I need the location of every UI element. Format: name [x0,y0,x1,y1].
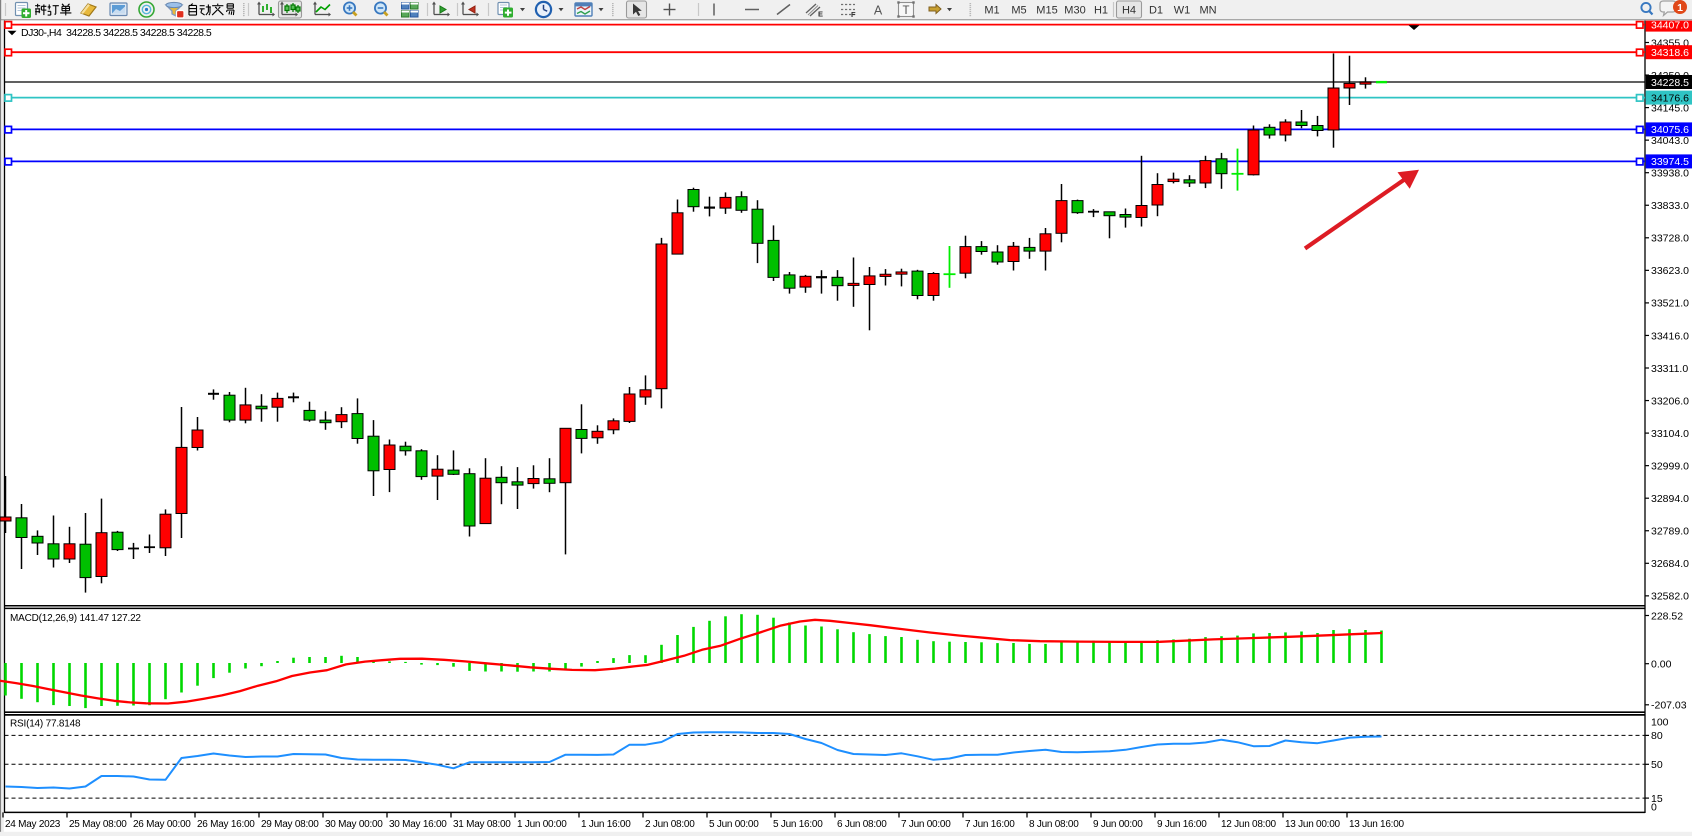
svg-text:33311.0: 33311.0 [1651,363,1688,375]
svg-text:1 Jun 16:00: 1 Jun 16:00 [581,819,631,830]
svg-text:228.52: 228.52 [1651,610,1683,622]
svg-text:-207.03: -207.03 [1651,700,1687,712]
svg-text:33521.0: 33521.0 [1651,298,1689,310]
svg-text:33833.0: 33833.0 [1651,200,1689,212]
svg-text:13 Jun 16:00: 13 Jun 16:00 [1349,819,1405,830]
svg-text:15: 15 [1651,793,1663,805]
svg-text:34075.6: 34075.6 [1651,124,1689,136]
svg-text:H1: H1 [1094,5,1108,17]
svg-text:32894.0: 32894.0 [1651,493,1689,505]
svg-text:34318.6: 34318.6 [1651,47,1689,59]
svg-text:34407.0: 34407.0 [1651,19,1689,31]
svg-text:33728.0: 33728.0 [1651,233,1689,245]
svg-text:1: 1 [1677,2,1683,14]
svg-text:RSI(14) 77.8148: RSI(14) 77.8148 [10,719,81,730]
svg-text:33623.0: 33623.0 [1651,265,1689,277]
svg-text:A: A [874,4,883,18]
svg-text:13 Jun 00:00: 13 Jun 00:00 [1285,819,1341,830]
svg-text:E: E [818,10,823,19]
svg-text:DJ30-,H4 34228.5 34228.5 3422: DJ30-,H4 34228.5 34228.5 34228.5 34228.5 [21,27,212,39]
svg-text:34176.6: 34176.6 [1651,92,1689,104]
svg-text:0.00: 0.00 [1651,659,1672,671]
svg-text:30 May 16:00: 30 May 16:00 [389,819,447,830]
svg-text:32582.0: 32582.0 [1651,591,1689,603]
svg-text:H4: H4 [1122,5,1136,17]
svg-text:0: 0 [1651,801,1657,813]
svg-text:34145.0: 34145.0 [1651,102,1689,114]
svg-text:25 May 08:00: 25 May 08:00 [69,819,127,830]
svg-text:80: 80 [1651,730,1663,742]
svg-text:M5: M5 [1011,5,1026,17]
svg-text:5 Jun 00:00: 5 Jun 00:00 [709,819,759,830]
svg-text:D1: D1 [1149,5,1163,17]
svg-text:50: 50 [1651,759,1663,771]
svg-text:33938.0: 33938.0 [1651,168,1689,180]
svg-text:32684.0: 32684.0 [1651,558,1689,570]
svg-text:31 May 08:00: 31 May 08:00 [453,819,511,830]
svg-text:M30: M30 [1064,5,1085,17]
svg-text:33974.5: 33974.5 [1651,156,1689,168]
svg-text:8 Jun 08:00: 8 Jun 08:00 [1029,819,1079,830]
svg-text:9 Jun 16:00: 9 Jun 16:00 [1157,819,1207,830]
svg-text:9 Jun 00:00: 9 Jun 00:00 [1093,819,1143,830]
svg-text:5 Jun 16:00: 5 Jun 16:00 [773,819,823,830]
svg-text:M15: M15 [1036,5,1057,17]
svg-text:32999.0: 32999.0 [1651,460,1689,472]
svg-text:F: F [851,10,856,19]
svg-text:1 Jun 00:00: 1 Jun 00:00 [517,819,567,830]
svg-text:100: 100 [1651,716,1669,728]
svg-text:30 May 00:00: 30 May 00:00 [325,819,383,830]
svg-text:34228.5: 34228.5 [1651,77,1689,89]
svg-text:33416.0: 33416.0 [1651,330,1689,342]
svg-text:M1: M1 [984,5,999,17]
svg-text:MN: MN [1199,5,1216,17]
svg-text:33104.0: 33104.0 [1651,428,1689,440]
svg-text:26 May 16:00: 26 May 16:00 [197,819,255,830]
svg-text:26 May 00:00: 26 May 00:00 [133,819,191,830]
svg-text:2 Jun 08:00: 2 Jun 08:00 [645,819,695,830]
svg-text:33206.0: 33206.0 [1651,395,1689,407]
svg-text:34043.0: 34043.0 [1651,135,1689,147]
svg-text:29 May 08:00: 29 May 08:00 [261,819,319,830]
svg-text:7 Jun 16:00: 7 Jun 16:00 [965,819,1015,830]
svg-text:24 May 2023: 24 May 2023 [5,819,61,830]
svg-text:MACD(12,26,9) 141.47 127.22: MACD(12,26,9) 141.47 127.22 [10,613,141,624]
svg-text:32789.0: 32789.0 [1651,526,1689,538]
svg-text:W1: W1 [1174,5,1191,17]
svg-text:12 Jun 08:00: 12 Jun 08:00 [1221,819,1277,830]
svg-text:6 Jun 08:00: 6 Jun 08:00 [837,819,887,830]
svg-text:T: T [902,5,909,17]
svg-text:7 Jun 00:00: 7 Jun 00:00 [901,819,951,830]
